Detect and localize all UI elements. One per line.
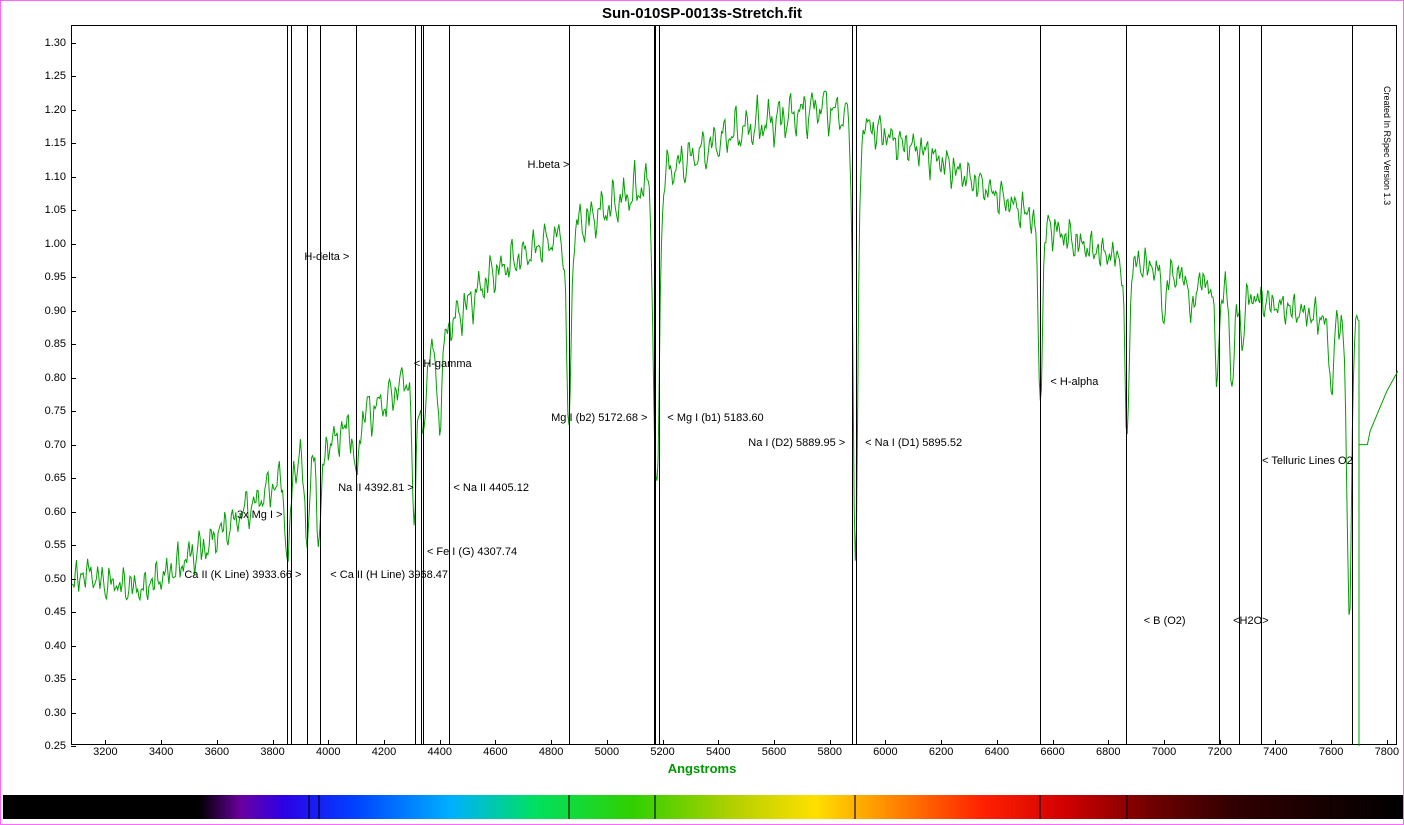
spectral-line-marker bbox=[1126, 26, 1127, 744]
x-tick-label: 4000 bbox=[316, 746, 340, 758]
spectrum-bar-notch bbox=[1330, 795, 1332, 819]
visible-spectrum-bar bbox=[3, 795, 1403, 819]
line-annotation: < Telluric Lines O2 bbox=[1262, 455, 1353, 467]
y-tick-label: 0.95 bbox=[45, 271, 66, 283]
x-tick-label: 6000 bbox=[873, 746, 897, 758]
y-tick-label: 0.35 bbox=[45, 673, 66, 685]
spectral-line-marker bbox=[415, 26, 416, 744]
x-tick-label: 4800 bbox=[539, 746, 563, 758]
y-tick-label: 0.80 bbox=[45, 372, 66, 384]
spectral-line-marker bbox=[1261, 26, 1262, 744]
spectrum-bar-notch bbox=[568, 795, 570, 819]
spectrum-bar-notch bbox=[654, 795, 656, 819]
y-tick-label: 0.25 bbox=[45, 740, 66, 752]
line-annotation: Na II 4392.81 > bbox=[338, 482, 414, 494]
x-tick-label: 6400 bbox=[985, 746, 1009, 758]
spectral-line-marker bbox=[852, 26, 853, 744]
line-annotation: < Na II 4405.12 bbox=[453, 482, 529, 494]
line-annotation: Ca II (K Line) 3933.66 > bbox=[184, 569, 301, 581]
x-axis-label: Angstroms bbox=[1, 761, 1403, 776]
y-tick-label: 0.45 bbox=[45, 606, 66, 618]
x-tick-label: 3600 bbox=[205, 746, 229, 758]
x-tick-label: 6200 bbox=[929, 746, 953, 758]
x-tick-label: 5400 bbox=[706, 746, 730, 758]
x-tick-label: 6800 bbox=[1096, 746, 1120, 758]
x-tick-label: 4600 bbox=[483, 746, 507, 758]
x-tick-label: 4200 bbox=[372, 746, 396, 758]
spectral-line-marker bbox=[569, 26, 570, 744]
y-tick-label: 0.60 bbox=[45, 506, 66, 518]
spectral-line-marker bbox=[1040, 26, 1041, 744]
line-annotation: < B (O2) bbox=[1144, 615, 1186, 627]
x-tick-label: 4400 bbox=[427, 746, 451, 758]
spectral-line-marker bbox=[307, 26, 308, 744]
x-tick-label: 7600 bbox=[1319, 746, 1343, 758]
spectral-line-marker bbox=[655, 26, 660, 744]
y-tick-label: 1.15 bbox=[45, 137, 66, 149]
y-tick-label: 0.30 bbox=[45, 707, 66, 719]
line-annotation: < Na I (D1) 5895.52 bbox=[865, 437, 962, 449]
x-tick-label: 3400 bbox=[149, 746, 173, 758]
spectral-line-marker bbox=[356, 26, 357, 744]
y-tick-label: 1.20 bbox=[45, 104, 66, 116]
spectrum-bar-notch bbox=[308, 795, 310, 819]
x-tick-label: 3800 bbox=[260, 746, 284, 758]
watermark: Created In RSpec Version 1.3 bbox=[1382, 86, 1392, 205]
spectral-line-marker bbox=[287, 26, 292, 744]
line-annotation: < Mg I (b1) 5183.60 bbox=[667, 412, 763, 424]
y-tick-label: 1.25 bbox=[45, 70, 66, 82]
spectrum-window: Sun-010SP-0013s-Stretch.fit Created In R… bbox=[0, 0, 1404, 825]
y-tick-label: 0.40 bbox=[45, 640, 66, 652]
plot-title: Sun-010SP-0013s-Stretch.fit bbox=[1, 5, 1403, 22]
x-tick-label: 6600 bbox=[1040, 746, 1064, 758]
line-annotation: < H-gamma bbox=[414, 358, 472, 370]
x-tick-label: 5800 bbox=[817, 746, 841, 758]
x-tick-label: 7000 bbox=[1152, 746, 1176, 758]
y-tick-label: 0.90 bbox=[45, 305, 66, 317]
spectrum-bar-notch bbox=[318, 795, 320, 819]
line-annotation: < H-alpha bbox=[1050, 376, 1098, 388]
spectrum-bar-notch bbox=[1039, 795, 1041, 819]
spectral-line-marker bbox=[320, 26, 321, 744]
x-tick-label: 5600 bbox=[762, 746, 786, 758]
y-tick-label: 0.85 bbox=[45, 338, 66, 350]
spectrum-bar-notch bbox=[854, 795, 856, 819]
y-tick-label: 1.00 bbox=[45, 238, 66, 250]
x-tick-label: 7400 bbox=[1263, 746, 1287, 758]
spectrum-bar-notch bbox=[1126, 795, 1128, 819]
y-tick-label: 1.30 bbox=[45, 37, 66, 49]
x-tick-label: 3200 bbox=[93, 746, 117, 758]
x-tick-label: 7800 bbox=[1375, 746, 1399, 758]
y-tick-label: 1.10 bbox=[45, 171, 66, 183]
x-tick-label: 5200 bbox=[650, 746, 674, 758]
line-annotation: H.beta > bbox=[528, 159, 570, 171]
y-tick-label: 0.65 bbox=[45, 472, 66, 484]
line-annotation: <H2O> bbox=[1233, 615, 1268, 627]
line-annotation: H-delta > bbox=[304, 251, 349, 263]
line-annotation: < Ca II (H Line) 3968.47 bbox=[330, 569, 448, 581]
y-tick-label: 0.70 bbox=[45, 439, 66, 451]
y-tick-label: 1.05 bbox=[45, 204, 66, 216]
y-tick-label: 0.50 bbox=[45, 573, 66, 585]
x-tick-label: 7200 bbox=[1207, 746, 1231, 758]
line-annotation: < Fe I (G) 4307.74 bbox=[427, 546, 517, 558]
line-annotation: 3x Mg I > bbox=[237, 509, 283, 521]
spectral-line-marker bbox=[1352, 26, 1353, 744]
y-tick-label: 0.75 bbox=[45, 405, 66, 417]
plot-area: Created In RSpec Version 1.3 0.250.300.3… bbox=[71, 25, 1397, 745]
line-annotation: Mg I (b2) 5172.68 > bbox=[551, 412, 647, 424]
spectral-line-marker bbox=[423, 26, 424, 744]
line-annotation: Na I (D2) 5889.95 > bbox=[748, 437, 845, 449]
x-tick-label: 5000 bbox=[595, 746, 619, 758]
y-tick-label: 0.55 bbox=[45, 539, 66, 551]
spectral-line-marker bbox=[449, 26, 450, 744]
spectral-line-marker bbox=[421, 26, 422, 744]
spectral-line-marker bbox=[1219, 26, 1220, 744]
spectral-line-marker bbox=[856, 26, 857, 744]
spectrum-curve bbox=[72, 26, 1398, 746]
spectral-line-marker bbox=[1239, 26, 1240, 744]
